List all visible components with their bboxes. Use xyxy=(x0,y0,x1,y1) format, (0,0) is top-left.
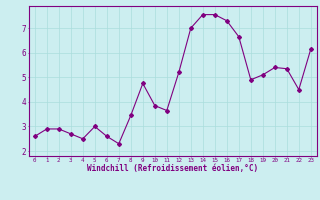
X-axis label: Windchill (Refroidissement éolien,°C): Windchill (Refroidissement éolien,°C) xyxy=(87,164,258,173)
